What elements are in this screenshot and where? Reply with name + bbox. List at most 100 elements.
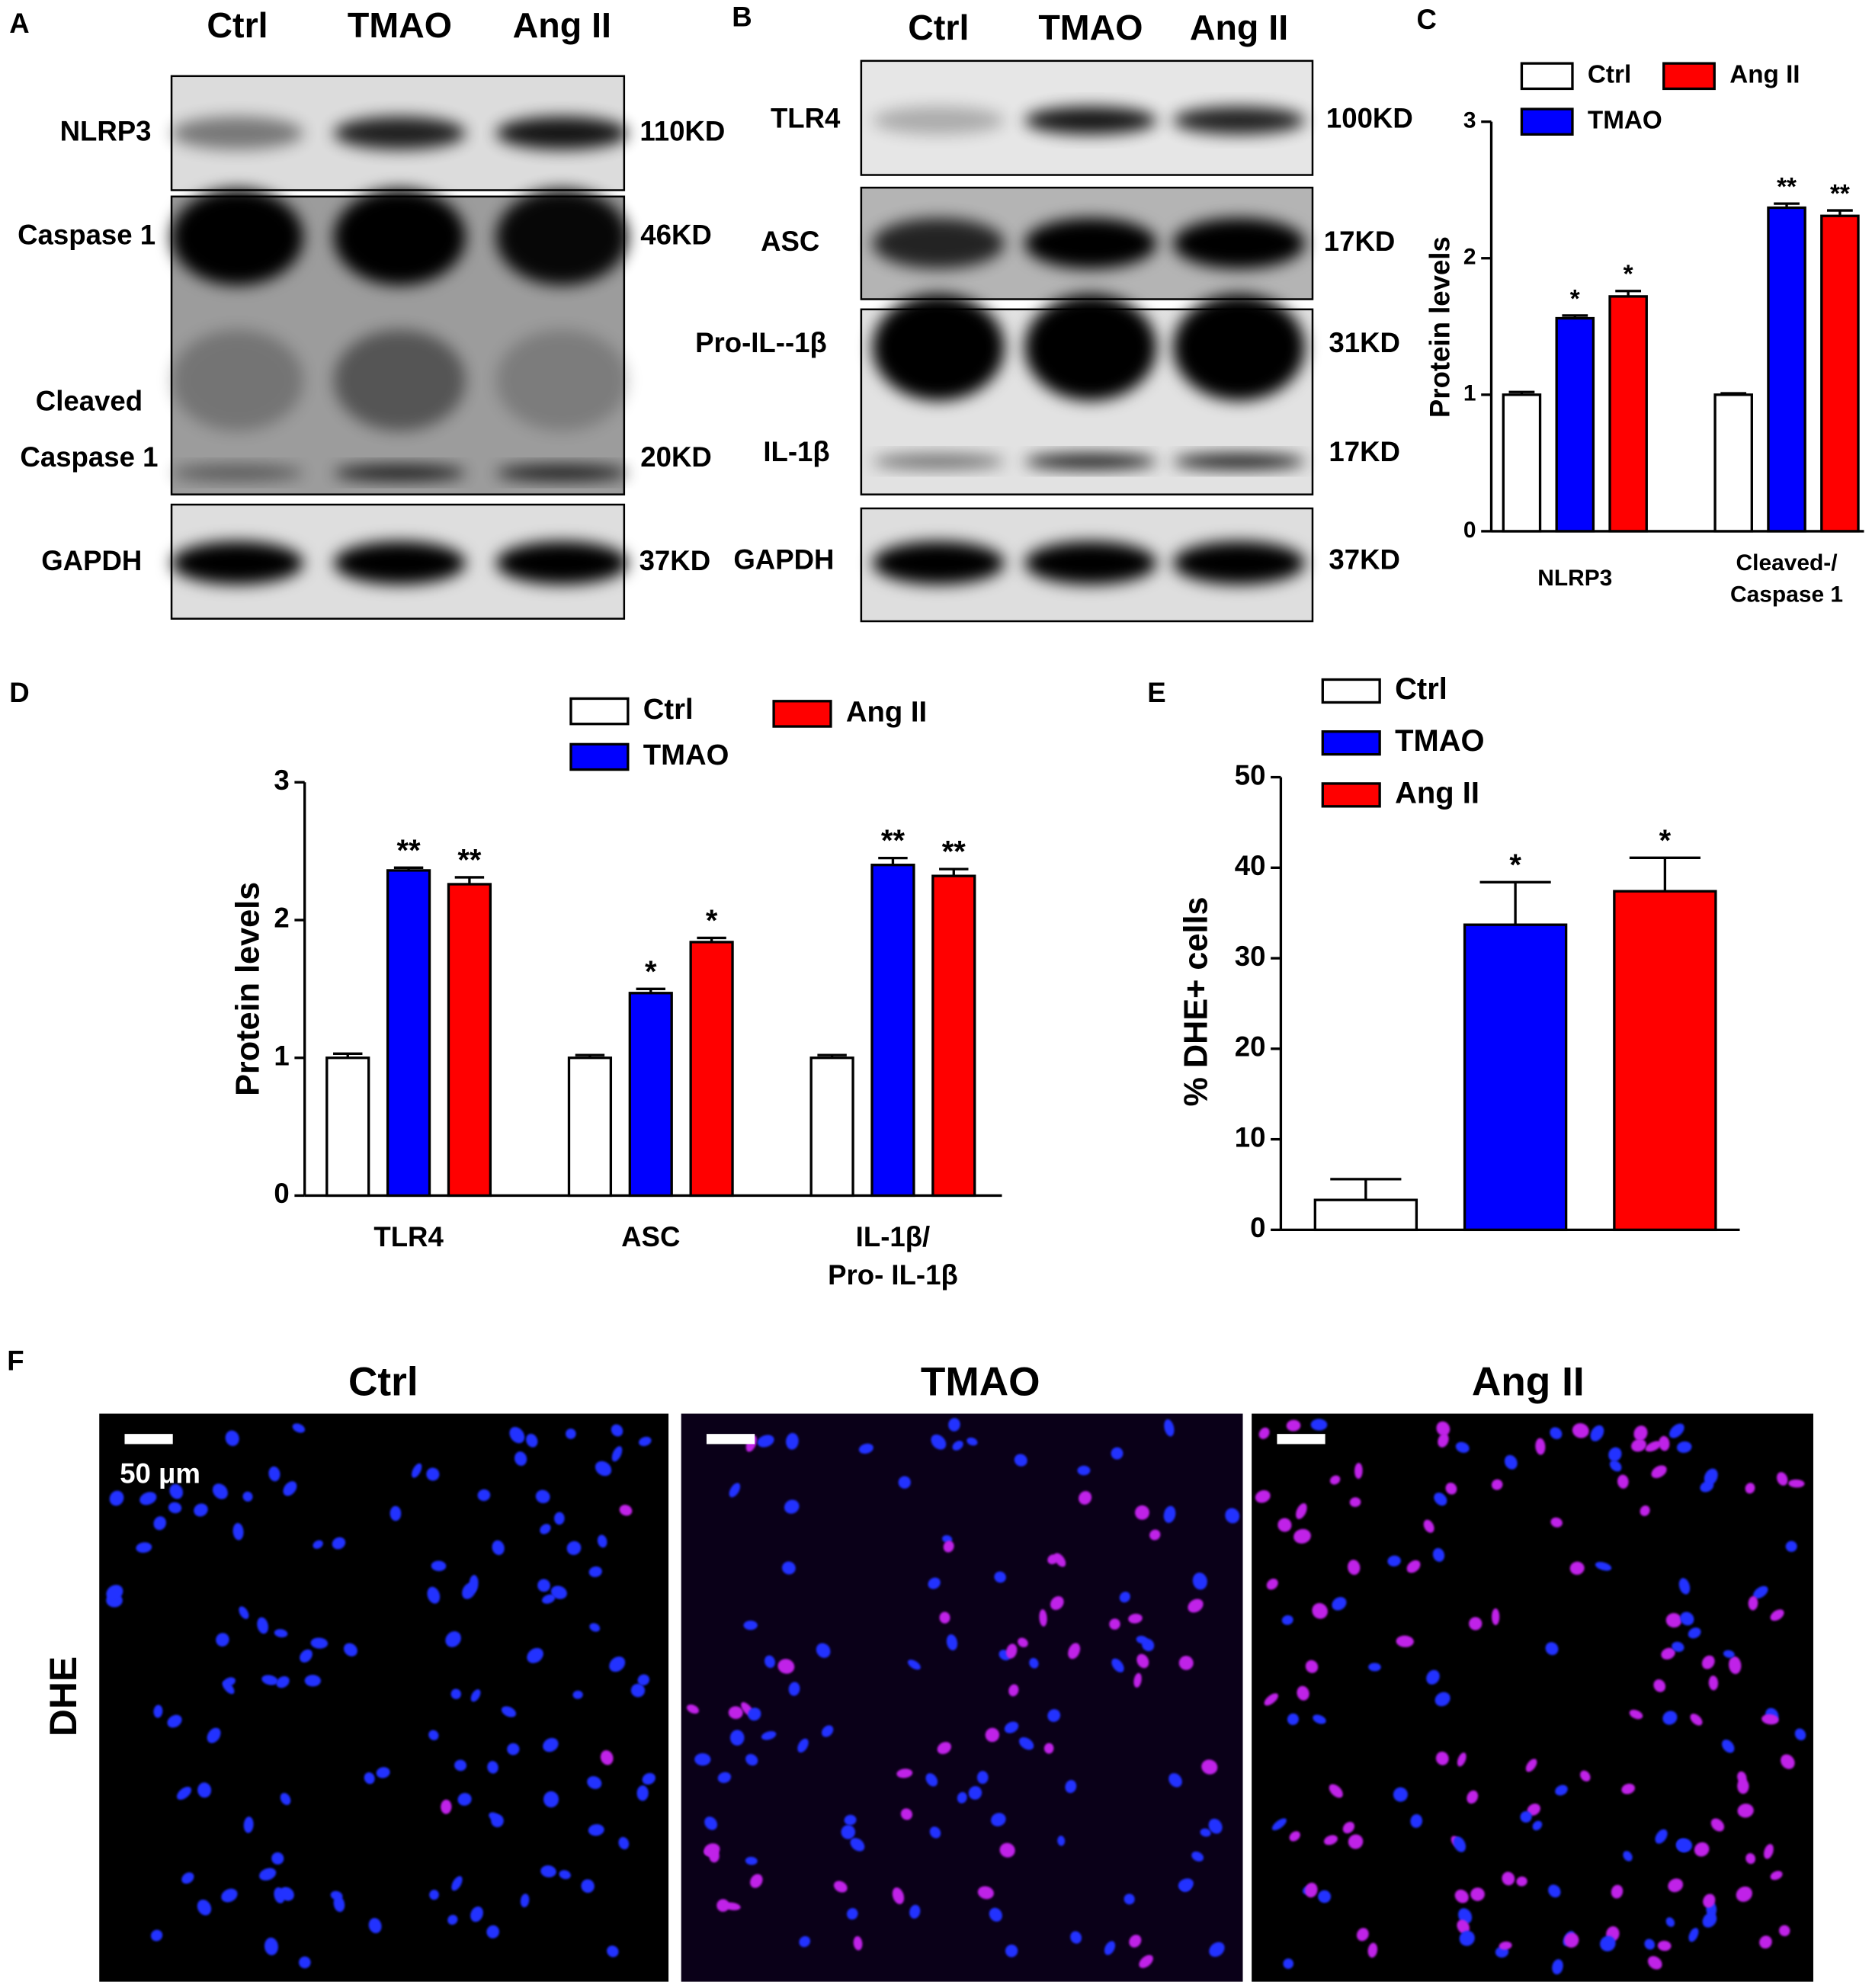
panel-letter: C bbox=[1416, 4, 1436, 35]
nucleus bbox=[1305, 1659, 1319, 1673]
nucleus bbox=[1516, 1876, 1527, 1887]
blot-band bbox=[495, 117, 628, 150]
nucleus bbox=[264, 1937, 278, 1956]
nucleus bbox=[526, 1433, 538, 1448]
nucleus bbox=[1770, 1871, 1783, 1881]
nucleus bbox=[761, 1731, 777, 1740]
nucleus bbox=[1645, 1441, 1662, 1452]
nucleus bbox=[1655, 1829, 1668, 1844]
protein-label: Cleaved bbox=[36, 386, 143, 417]
nucleus bbox=[589, 1623, 601, 1632]
nucleus bbox=[750, 1874, 763, 1888]
nucleus bbox=[109, 1490, 124, 1506]
nucleus bbox=[431, 1560, 447, 1572]
nucleus bbox=[1676, 1838, 1693, 1852]
blot-band bbox=[171, 465, 304, 481]
nucleus bbox=[1623, 1851, 1633, 1861]
nucleus bbox=[1710, 1818, 1725, 1832]
legend-swatch bbox=[569, 742, 630, 771]
nucleus bbox=[1348, 1834, 1364, 1849]
nucleus bbox=[543, 1791, 559, 1808]
nucleus bbox=[1672, 1641, 1684, 1653]
nucleus bbox=[469, 1575, 479, 1593]
nucleus bbox=[1469, 1617, 1483, 1630]
nucleus bbox=[1264, 1693, 1278, 1706]
nucleus bbox=[637, 1674, 650, 1686]
nucleus bbox=[197, 1900, 212, 1916]
column-header: Ctrl bbox=[348, 1359, 418, 1404]
nucleus bbox=[931, 1434, 947, 1450]
blot-band bbox=[1024, 218, 1157, 269]
nucleus bbox=[1694, 1842, 1710, 1857]
nucleus bbox=[784, 1499, 800, 1514]
blot-band bbox=[1173, 106, 1306, 135]
y-axis-label: Protein levels bbox=[230, 882, 267, 1096]
nucleus bbox=[821, 1725, 834, 1737]
error-bar bbox=[1508, 390, 1535, 395]
legend-swatch bbox=[1321, 678, 1381, 704]
nucleus bbox=[846, 1908, 858, 1920]
nucleus bbox=[1788, 1479, 1805, 1488]
nucleus bbox=[1329, 1475, 1341, 1485]
legend-label: Ang II bbox=[846, 696, 927, 729]
nucleus bbox=[1703, 1893, 1716, 1908]
nucleus bbox=[261, 1675, 278, 1685]
nucleus bbox=[1128, 1613, 1143, 1624]
blot-band bbox=[872, 541, 1005, 585]
error-bar bbox=[454, 876, 485, 884]
nucleus bbox=[816, 1643, 831, 1658]
nucleus bbox=[368, 1918, 382, 1934]
lane-header: Ctrl bbox=[207, 5, 268, 45]
nucleus bbox=[280, 1793, 291, 1805]
bar bbox=[447, 883, 492, 1198]
nucleus bbox=[1004, 1721, 1019, 1733]
nucleus bbox=[268, 1466, 280, 1482]
nucleus bbox=[1555, 1784, 1568, 1796]
y-tick-label: 30 bbox=[1235, 941, 1266, 972]
nucleus bbox=[1164, 1419, 1175, 1437]
nucleus bbox=[1470, 1887, 1485, 1901]
error-bar bbox=[333, 1052, 363, 1058]
nucleus bbox=[1532, 1820, 1543, 1831]
nucleus bbox=[1745, 1483, 1755, 1494]
blot-band bbox=[495, 329, 628, 431]
nucleus bbox=[550, 1586, 567, 1599]
nucleus bbox=[1617, 1474, 1629, 1489]
scale-label: 50 μm bbox=[120, 1458, 200, 1489]
nucleus bbox=[928, 1577, 941, 1589]
blot-band bbox=[333, 465, 466, 481]
size-label: 31KD bbox=[1329, 327, 1400, 358]
size-label: 100KD bbox=[1326, 103, 1413, 134]
nucleus bbox=[1432, 1547, 1445, 1562]
nucleus bbox=[520, 1893, 530, 1908]
y-tick-label: 50 bbox=[1235, 759, 1266, 790]
nucleus bbox=[1014, 1454, 1027, 1467]
nucleus bbox=[1545, 1642, 1559, 1656]
bar bbox=[1820, 214, 1860, 533]
nucleus bbox=[1595, 1561, 1612, 1571]
nucleus bbox=[757, 1435, 774, 1448]
nucleus bbox=[694, 1752, 711, 1766]
nucleus bbox=[274, 1629, 288, 1638]
significance: * bbox=[1570, 285, 1580, 313]
nucleus bbox=[216, 1633, 229, 1647]
nucleus bbox=[900, 1808, 912, 1820]
nucleus bbox=[748, 1707, 761, 1721]
nucleus bbox=[968, 1786, 982, 1800]
nucleus bbox=[1149, 1529, 1161, 1541]
blot-band bbox=[171, 188, 304, 286]
nucleus bbox=[952, 1441, 963, 1451]
bar bbox=[1555, 316, 1595, 533]
nucleus bbox=[1770, 1609, 1784, 1621]
nucleus bbox=[1079, 1491, 1092, 1505]
nucleus bbox=[1047, 1554, 1059, 1565]
nucleus bbox=[588, 1566, 602, 1578]
nucleus bbox=[1665, 1613, 1682, 1628]
protein-label: NLRP3 bbox=[60, 115, 152, 146]
nucleus bbox=[168, 1502, 182, 1514]
blot-band bbox=[333, 117, 466, 150]
nucleus bbox=[1349, 1497, 1361, 1507]
protein-label: Caspase 1 bbox=[18, 220, 155, 251]
y-tick-label: 1 bbox=[1463, 381, 1476, 406]
nucleus bbox=[764, 1655, 775, 1669]
